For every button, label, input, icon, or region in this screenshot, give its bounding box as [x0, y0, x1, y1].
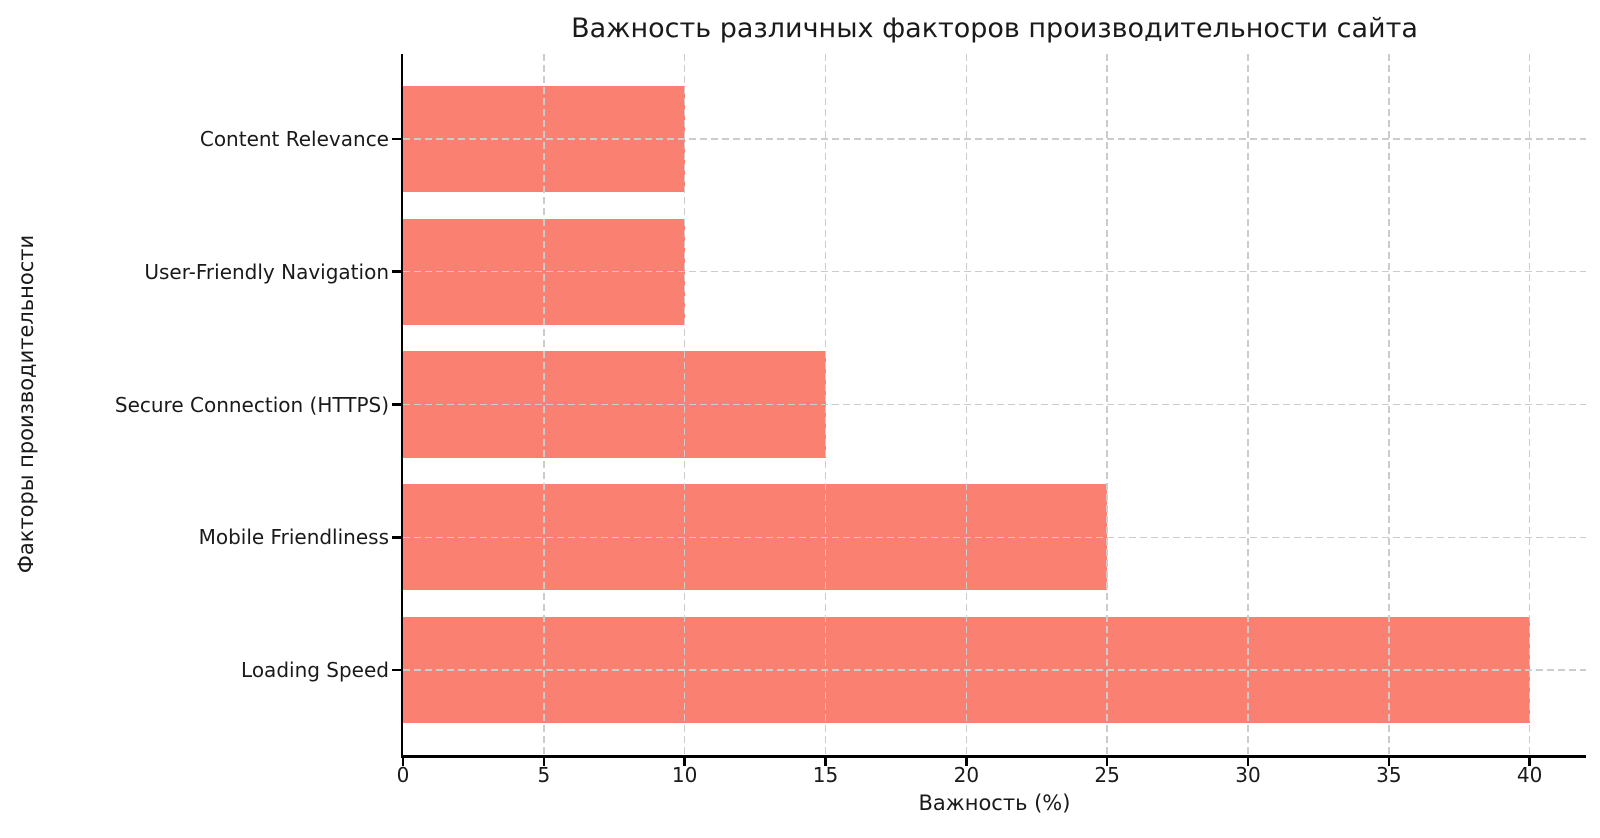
y-category-label: Content Relevance	[199, 126, 389, 151]
x-tick-mark	[965, 755, 968, 766]
y-tick-mark	[392, 536, 403, 539]
x-axis-label: Важность (%)	[918, 791, 1071, 815]
plot-area	[403, 54, 1586, 755]
v-gridline	[1388, 54, 1390, 755]
v-gridline	[965, 54, 968, 755]
x-tick-mark	[1387, 755, 1391, 766]
x-tick-label: 40	[1516, 763, 1543, 787]
y-category-label: Loading Speed	[241, 658, 389, 683]
y-tick-mark	[392, 403, 403, 406]
y-tick-mark	[392, 137, 403, 141]
x-tick-label: 5	[537, 763, 551, 787]
x-tick-mark	[401, 755, 405, 766]
v-gridline	[1106, 54, 1108, 755]
v-gridline	[1528, 54, 1531, 755]
x-tick-mark	[1246, 755, 1250, 766]
x-tick-label: 25	[1094, 763, 1120, 787]
v-gridline	[543, 54, 545, 755]
x-tick-mark	[824, 755, 827, 766]
x-tick-label: 20	[953, 763, 980, 787]
x-tick-mark	[542, 755, 546, 766]
v-gridline	[683, 54, 686, 755]
y-axis-spine	[400, 54, 403, 758]
h-gridline	[403, 403, 1586, 406]
h-gridline	[403, 669, 1586, 671]
y-tick-mark	[392, 668, 403, 672]
x-tick-mark	[1528, 755, 1531, 766]
y-category-label: Mobile Friendliness	[198, 525, 389, 550]
x-tick-label: 30	[1235, 763, 1261, 787]
x-tick-mark	[683, 755, 686, 766]
x-tick-label: 0	[396, 763, 410, 787]
x-tick-label: 15	[812, 763, 839, 787]
chart-title: Важность различных факторов производител…	[571, 13, 1418, 44]
x-tick-label: 35	[1376, 763, 1402, 787]
h-gridline	[403, 270, 1586, 273]
v-gridline	[824, 54, 827, 755]
h-gridline	[403, 536, 1586, 538]
h-gridline	[403, 138, 1586, 140]
y-tick-mark	[392, 270, 403, 273]
x-axis-spine	[400, 755, 1586, 758]
x-tick-mark	[1105, 755, 1109, 766]
y-category-label: User-Friendly Navigation	[144, 259, 389, 284]
v-gridline	[1247, 54, 1249, 755]
y-category-label: Secure Connection (HTTPS)	[114, 392, 389, 417]
x-tick-label: 10	[671, 763, 698, 787]
